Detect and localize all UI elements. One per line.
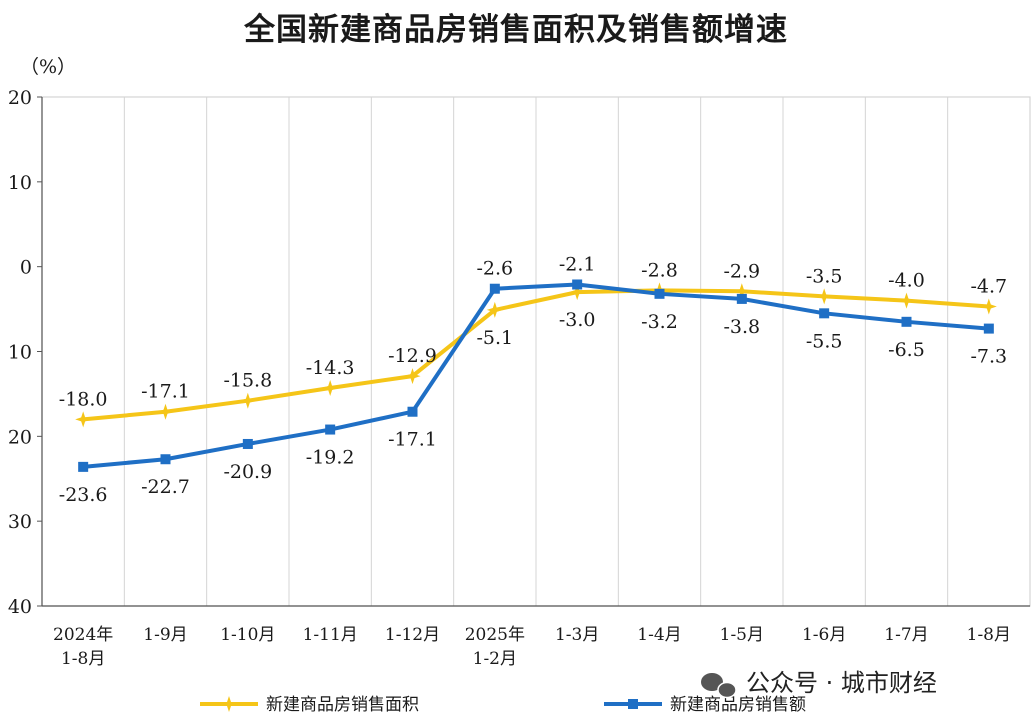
- data-label: -3.5: [806, 265, 843, 287]
- legend-marker: [221, 696, 237, 712]
- data-point: [489, 283, 500, 294]
- data-label: -5.1: [477, 327, 514, 349]
- data-point: [816, 288, 833, 305]
- data-point: [654, 288, 665, 299]
- data-point: [733, 283, 750, 300]
- watermark-layer: 公众号 · 城市财经: [701, 669, 937, 699]
- data-label: -18.0: [59, 388, 108, 410]
- data-point: [819, 308, 830, 319]
- data-label: -20.9: [223, 461, 272, 483]
- data-label-layer: -18.0 -17.1 -15.8 -14.3 -12.9 -5.1 -3.0 -2.8 -2.…: [59, 253, 1007, 505]
- y-tick-label: 40: [8, 596, 32, 618]
- data-label: -2.8: [641, 259, 678, 281]
- legend: 新建商品房销售面积 新建商品房销售额: [200, 695, 806, 715]
- data-label: -5.5: [806, 330, 843, 352]
- data-point: [325, 424, 336, 435]
- data-point: [75, 411, 92, 428]
- data-point: [239, 392, 256, 409]
- legend-marker: [628, 699, 638, 709]
- data-label: -3.8: [724, 316, 761, 338]
- grid-layer: [41, 96, 1031, 607]
- data-label: -3.2: [641, 311, 678, 333]
- data-label: -6.5: [888, 339, 925, 361]
- x-tick-label: 1-4月: [637, 625, 681, 645]
- data-point: [980, 298, 997, 315]
- data-label: -23.6: [59, 484, 108, 506]
- y-tick-label: 10: [8, 172, 32, 194]
- x-tick-label: 1-12月: [385, 625, 440, 645]
- data-point: [242, 438, 253, 449]
- y-tick-label: 10: [8, 342, 32, 364]
- data-point: [736, 293, 747, 304]
- data-point: [983, 323, 994, 334]
- x-tick-label: 1-10月: [220, 625, 275, 645]
- data-label: -4.0: [888, 270, 925, 292]
- data-point: [569, 284, 586, 301]
- data-point: [160, 454, 171, 465]
- data-label: -14.3: [306, 357, 355, 379]
- data-point: [157, 403, 174, 420]
- data-point: [901, 316, 912, 327]
- data-label: -17.1: [388, 429, 437, 451]
- data-label: -7.3: [971, 346, 1008, 368]
- data-point: [404, 368, 421, 385]
- data-label: -15.8: [223, 370, 272, 392]
- x-tick-label: 2024年: [53, 625, 113, 645]
- data-label: -4.7: [971, 276, 1008, 298]
- data-point: [486, 301, 503, 318]
- x-tick-label: 1-7月: [884, 625, 928, 645]
- data-point: [572, 279, 583, 290]
- legend-label: 新建商品房销售面积: [266, 695, 419, 715]
- x-tick-label: 1-5月: [720, 625, 764, 645]
- x-tick-label: 1-9月: [143, 625, 187, 645]
- y-tick-label: 20: [8, 87, 32, 109]
- chart-title: 全国新建商品房销售面积及销售额增速: [244, 12, 788, 48]
- series-line-1: [82, 288, 989, 422]
- legend-label: 新建商品房销售额: [670, 695, 806, 715]
- data-label: -2.9: [724, 260, 761, 282]
- x-tick-label: 1-2月: [473, 649, 517, 669]
- data-point: [407, 406, 418, 417]
- data-point: [898, 292, 915, 309]
- series-layer: [75, 279, 997, 472]
- data-point: [322, 379, 339, 396]
- y-axis-label: （%）: [20, 56, 76, 78]
- x-tick-label: 1-6月: [802, 625, 846, 645]
- watermark-text: 公众号 · 城市财经: [746, 669, 937, 697]
- data-label: -17.1: [141, 381, 190, 403]
- wechat-icon-bubble: [717, 681, 737, 699]
- x-tick-label: 1-11月: [303, 625, 358, 645]
- data-point: [78, 461, 89, 472]
- y-tick-label: 0: [20, 257, 32, 279]
- data-label: -19.2: [306, 447, 355, 469]
- y-tick-label: 20: [8, 426, 32, 448]
- x-tick-label: 1-8月: [967, 625, 1011, 645]
- data-label: -12.9: [388, 345, 437, 367]
- y-tick-label: 30: [8, 511, 32, 533]
- x-tick-label: 1-8月: [61, 649, 105, 669]
- x-tick-label: 1-3月: [555, 625, 599, 645]
- x-tick-label: 2025年: [465, 625, 525, 645]
- series-line-2: [82, 282, 989, 469]
- data-label: -2.1: [559, 253, 596, 275]
- wechat-icon: [701, 673, 723, 691]
- axis-layer: （%） 20 10 0 10 20 30 40 2024年 1-8月 1-9月 1-10月 1-11月 1…: [8, 56, 1030, 669]
- data-label: -2.6: [477, 258, 514, 280]
- data-label: -22.7: [141, 476, 190, 498]
- data-label: -3.0: [559, 309, 596, 331]
